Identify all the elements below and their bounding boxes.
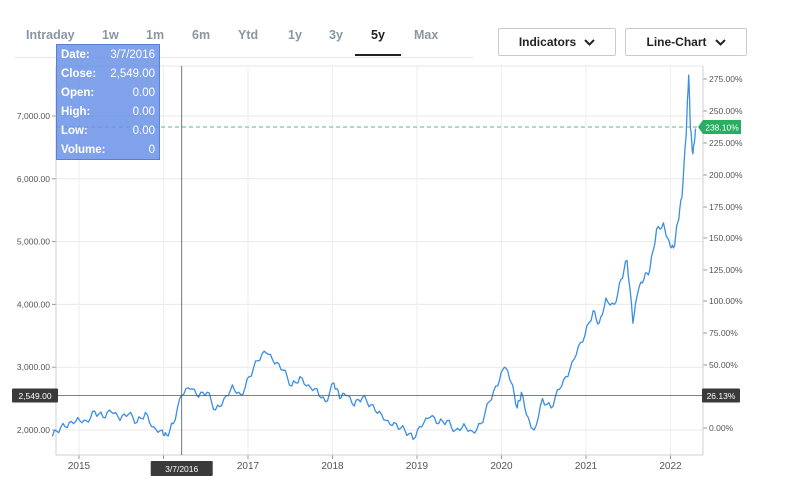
indicators-label: Indicators (518, 35, 577, 49)
y-tick-label-left: 3,000.00 (17, 362, 50, 372)
tooltip-date-value: 3/7/2016 (110, 49, 155, 61)
chevron-down-icon (584, 38, 595, 46)
y-tick-label-right: 200.00% (709, 170, 743, 180)
price-line (51, 74, 697, 441)
tab-1y[interactable]: 1y (288, 28, 302, 42)
tab-intraday[interactable]: Intraday (26, 28, 75, 42)
x-tick-label: 2019 (406, 461, 429, 472)
y-tick-label-right: 150.00% (709, 233, 743, 243)
y-tick-label-right: 175.00% (709, 202, 743, 212)
tooltip-date-label: Date: (61, 49, 90, 61)
tooltip-low-label: Low: (61, 125, 88, 137)
y-tick-label-left: 7,000.00 (17, 111, 50, 121)
tooltip-open-value: 0.00 (132, 87, 155, 99)
tooltip-close-label: Close: (61, 68, 97, 80)
crosshair-percent-badge-text: 26.13% (707, 391, 736, 401)
tooltip-volume-value: 0 (148, 144, 155, 156)
y-tick-label-left: 6,000.00 (17, 174, 50, 184)
range-tabs: Intraday 1w 1m 6m Ytd 1y 3y 5y Max (14, 24, 474, 58)
indicators-dropdown[interactable]: Indicators (498, 28, 616, 56)
y-tick-label-left: 2,000.00 (17, 425, 50, 435)
crosshair-price-badge-text: 2,549.00 (18, 391, 51, 401)
tab-5y[interactable]: 5y (355, 28, 401, 56)
crosshair-percent-badge (702, 388, 740, 403)
last-value-badge (698, 120, 741, 134)
x-tick-label: 2015 (68, 461, 91, 472)
y-tick-label-left: 4,000.00 (17, 299, 50, 309)
crosshair-price-badge (12, 388, 58, 403)
last-value-badge-text: 238.10% (705, 123, 739, 133)
tooltip-open-label: Open: (61, 87, 95, 99)
y-tick-label-right: 250.00% (709, 106, 743, 116)
chart-type-label: Line-Chart (646, 35, 707, 49)
tab-1m[interactable]: 1m (146, 28, 165, 42)
y-tick-label-right: 0.00% (709, 423, 734, 433)
x-tick-label: 2020 (490, 461, 513, 472)
y-tick-label-right: 75.00% (709, 328, 738, 338)
y-tick-label-left: 5,000.00 (17, 237, 50, 247)
crosshair-date-badge-text: 3/7/2016 (165, 464, 198, 474)
tooltip-volume-label: Volume: (61, 144, 106, 156)
y-tick-label-right: 100.00% (709, 296, 743, 306)
tooltip-high-value: 0.00 (132, 106, 155, 118)
tab-max[interactable]: Max (414, 28, 439, 42)
x-tick-label: 2022 (659, 461, 682, 472)
tooltip-low-value: 0.00 (132, 125, 155, 137)
tab-6m[interactable]: 6m (192, 28, 211, 42)
y-tick-label-right: 275.00% (709, 74, 743, 84)
y-tick-label-right: 50.00% (709, 360, 738, 370)
data-tooltip: Date: 3/7/2016 Close: 2,549.00 Open: 0.00 H… (56, 44, 160, 160)
x-tick-label: 2017 (237, 461, 260, 472)
chevron-down-icon (714, 38, 726, 46)
y-tick-label-right: 225.00% (709, 138, 743, 148)
y-tick-label-right: 125.00% (709, 265, 743, 275)
x-tick-label: 2021 (575, 461, 598, 472)
tooltip-close-value: 2,549.00 (110, 68, 155, 80)
crosshair-date-badge (150, 461, 213, 476)
tab-ytd[interactable]: Ytd (238, 28, 259, 42)
chart-type-dropdown[interactable]: Line-Chart (625, 28, 747, 56)
tab-1w[interactable]: 1w (102, 28, 119, 42)
tab-3y[interactable]: 3y (329, 28, 343, 42)
tooltip-high-label: High: (61, 106, 91, 118)
x-tick-label: 2018 (321, 461, 344, 472)
